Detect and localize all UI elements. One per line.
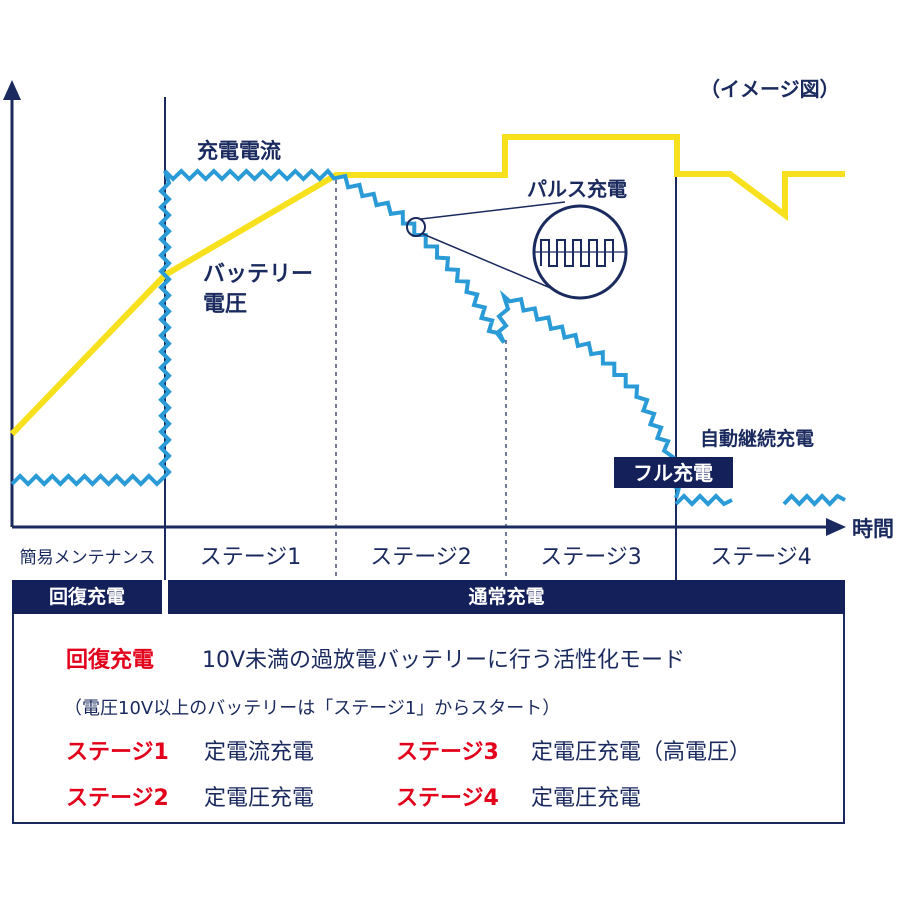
stage-label-maintenance: 簡易メンテナンス xyxy=(19,548,156,568)
stage-label-4: ステージ4 xyxy=(710,545,812,570)
legend-stage2-desc: 定電圧充電 xyxy=(204,786,315,811)
legend-stage1-name: ステージ1 xyxy=(66,740,169,765)
x-axis-arrow-icon xyxy=(826,518,846,536)
full-charge-label: フル充電 xyxy=(633,461,713,485)
legend-stage4-desc: 定電圧充電 xyxy=(531,786,642,811)
auto-continue-label: 自動継続充電 xyxy=(700,427,814,450)
y-axis xyxy=(3,80,21,527)
recovery-mode-bar: 回復充電 xyxy=(12,580,162,614)
legend-recovery-title: 回復充電 xyxy=(66,648,155,673)
current-line-stage4-segment xyxy=(674,493,733,507)
legend-note: （電圧10V以上のバッテリーは「ステージ1」からスタート） xyxy=(64,698,561,719)
legend-stage4-name: ステージ4 xyxy=(396,786,499,811)
voltage-label-line2: 電圧 xyxy=(203,292,247,317)
current-line-stage4-segment xyxy=(782,493,846,507)
x-axis xyxy=(12,518,846,536)
legend-recovery-desc: 10V未満の過放電バッテリーに行う活性化モード xyxy=(202,648,686,673)
legend-stage2-name: ステージ2 xyxy=(66,786,169,811)
stage-label-1: ステージ1 xyxy=(199,545,302,570)
legend-box: 回復充電 10V未満の過放電バッテリーに行う活性化モード （電圧10V以上のバッ… xyxy=(12,614,845,824)
stage-label-3: ステージ3 xyxy=(540,545,642,570)
current-line xyxy=(10,168,681,499)
voltage-line xyxy=(9,134,845,437)
y-axis-arrow-icon xyxy=(3,80,21,100)
image-note: （イメージ図） xyxy=(700,77,840,101)
pulse-label: パルス充電 xyxy=(527,177,627,201)
voltage-label-line1: バッテリー xyxy=(203,262,313,287)
stage-label-2: ステージ2 xyxy=(370,545,472,570)
legend-stage3-desc: 定電圧充電（高電圧） xyxy=(531,740,752,765)
legend-stage1-desc: 定電流充電 xyxy=(204,740,315,765)
pulse-inset xyxy=(406,201,628,300)
pulse-waveform-icon xyxy=(540,239,614,267)
legend-stage3-name: ステージ3 xyxy=(396,740,499,765)
current-label: 充電電流 xyxy=(197,139,281,163)
full-charge-badge: フル充電 xyxy=(614,457,733,488)
normal-mode-bar: 通常充電 xyxy=(168,580,845,614)
stage-dividers xyxy=(164,97,677,580)
pulse-source-circle xyxy=(406,217,426,237)
time-axis-label: 時間 xyxy=(852,517,894,541)
